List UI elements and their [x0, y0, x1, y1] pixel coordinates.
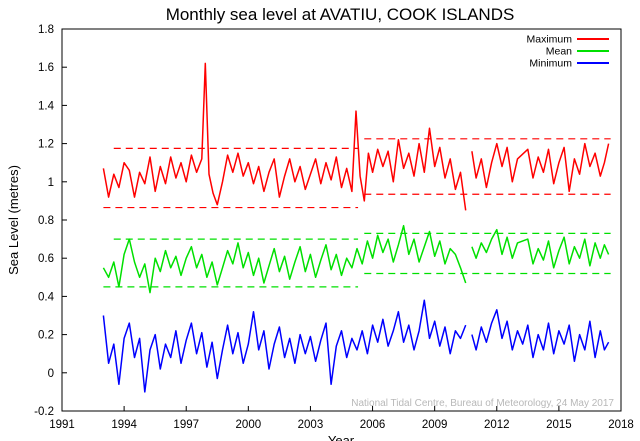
- x-axis: 1991 1994 1997 2000 2003 2006 2009 2012 2015 2018: [49, 406, 634, 431]
- x-tick-label: 1991: [49, 419, 75, 431]
- x-tick-label: 2015: [546, 419, 572, 431]
- series-lines: [102, 62, 610, 393]
- maximum-series-line-segment-2: [471, 142, 610, 193]
- x-tick-label: 2006: [360, 419, 386, 431]
- x-tick-label: 2003: [298, 419, 324, 431]
- x-tick-label: 2000: [236, 419, 262, 431]
- y-tick-label: 0: [48, 368, 54, 380]
- x-tick-label: 1994: [111, 419, 137, 431]
- y-axis-label: Sea Level (metres): [6, 165, 21, 275]
- y-axis: -0.2 0 0.2 0.4 0.6 0.8 1 1.2 1.4 1.6 1.8: [34, 24, 67, 418]
- chart-title: Monthly sea level at AVATIU, COOK ISLAND…: [166, 5, 515, 24]
- minimum-series-line: [102, 299, 467, 393]
- y-tick-label: 0.6: [38, 253, 54, 265]
- maximum-series-line: [102, 62, 467, 211]
- legend-label-mean: Mean: [546, 46, 572, 58]
- credit-text: National Tidal Centre, Bureau of Meteoro…: [351, 398, 614, 409]
- plot-area: [61, 28, 622, 412]
- mean-series-line-segment-2: [471, 228, 610, 269]
- minimum-series-line-segment-2: [471, 309, 610, 363]
- x-tick-label: 2012: [484, 419, 510, 431]
- y-tick-label: 1.2: [38, 139, 54, 151]
- y-tick-label: 1.4: [38, 100, 55, 112]
- plot-frame: [61, 28, 622, 412]
- legend-label-minimum: Minimum: [529, 58, 572, 70]
- y-tick-label: 1.8: [38, 24, 54, 36]
- x-axis-label: Year: [328, 433, 355, 441]
- x-tick-label: 1997: [173, 419, 199, 431]
- x-tick-label: 2018: [608, 419, 634, 431]
- y-tick-label: 1: [48, 177, 54, 189]
- y-tick-label: 0.4: [38, 291, 55, 303]
- y-tick-label: -0.2: [34, 406, 54, 418]
- reference-lines: [103, 138, 611, 288]
- y-tick-label: 1.6: [38, 62, 54, 74]
- mean-series-line: [102, 224, 467, 294]
- x-tick-label: 2009: [422, 419, 448, 431]
- y-tick-label: 0.8: [38, 215, 54, 227]
- y-tick-label: 0.2: [38, 330, 54, 342]
- legend-label-maximum: Maximum: [526, 34, 572, 46]
